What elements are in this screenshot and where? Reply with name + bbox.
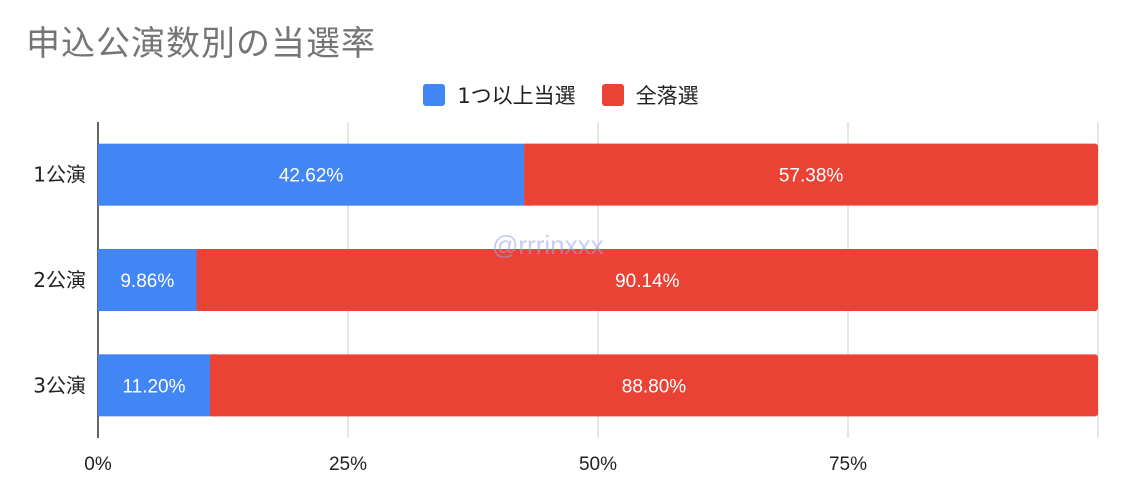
data-label: 9.86% [120, 271, 174, 292]
data-label: 57.38% [779, 166, 844, 187]
legend-label-lost: 全落選 [635, 84, 699, 108]
data-label: 11.20% [122, 376, 185, 397]
legend: 1つ以上当選 全落選 [0, 80, 1122, 110]
legend-label-won: 1つ以上当選 [457, 84, 576, 108]
bar-segment-edge [524, 143, 531, 206]
bar-segment-edge [210, 354, 216, 417]
data-label: 88.80% [622, 376, 687, 397]
chart-title: 申込公演数別の当選率 [26, 24, 376, 64]
category-label: 3公演 [33, 373, 86, 397]
bar-segment [98, 354, 210, 417]
x-tick-label: 25% [329, 454, 367, 475]
bar-segment [196, 249, 1099, 311]
x-tick-label: 50% [579, 454, 617, 475]
bar-segment [524, 143, 1098, 206]
x-tick-label: 75% [829, 454, 867, 475]
legend-item-lost: 全落選 [601, 80, 699, 110]
x-tick-label: 0% [84, 454, 112, 475]
bar-segment [98, 249, 197, 311]
bar-segment-edge [196, 249, 203, 311]
bar-segment [98, 143, 525, 206]
watermark: @rrrinxxx [492, 230, 604, 260]
legend-item-won: 1つ以上当選 [423, 80, 576, 110]
data-label: 42.62% [279, 166, 344, 187]
data-label: 90.14% [615, 271, 680, 292]
category-label: 2公演 [33, 268, 86, 292]
category-label: 1公演 [33, 163, 86, 187]
legend-swatch-lost [601, 84, 624, 106]
legend-swatch-won [423, 84, 446, 106]
bar-segment [210, 354, 1098, 417]
